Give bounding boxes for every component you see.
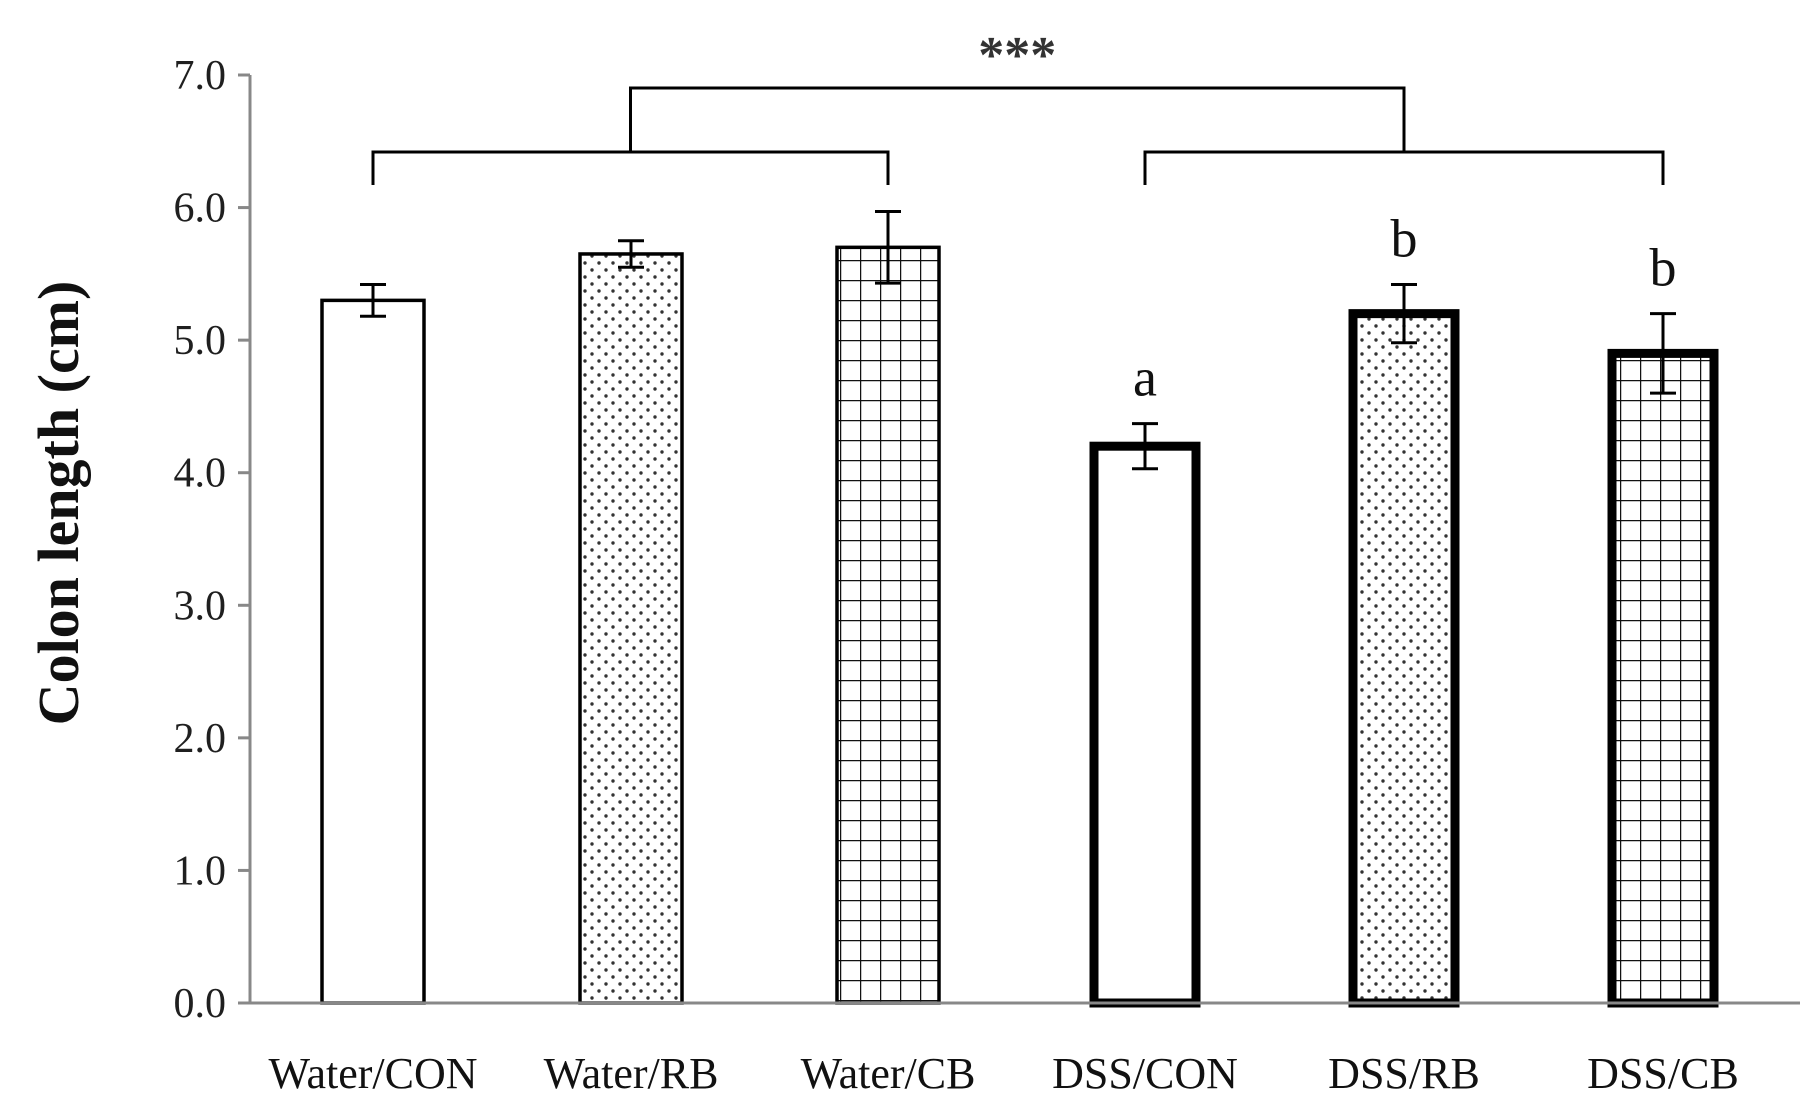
- error-bars: [360, 210, 1676, 471]
- y-tick-label: 2.0: [174, 716, 227, 762]
- top-comparison-bracket: [629, 86, 1406, 152]
- group-bracket: [371, 150, 890, 185]
- x-category-label: Water/CON: [268, 1049, 477, 1098]
- y-axis-ticks: 0.0 1.0 2.0 3.0 4.0 5.0 6.0 7.0: [174, 53, 250, 1027]
- x-category-label: DSS/CB: [1587, 1049, 1739, 1098]
- significance-letter: a: [1133, 348, 1157, 408]
- bar-water-rb: [578, 252, 684, 1005]
- bar-water-cb: [835, 245, 941, 1005]
- y-tick-label: 6.0: [174, 186, 227, 232]
- x-axis-labels: Water/CON Water/RB Water/CB DSS/CON DSS/RB DS…: [268, 1049, 1738, 1098]
- y-tick-label: 1.0: [174, 848, 227, 894]
- significance-letter: b: [1391, 208, 1418, 268]
- x-category-label: Water/RB: [544, 1049, 719, 1098]
- x-category-label: DSS/RB: [1328, 1049, 1480, 1098]
- y-tick-label: 7.0: [174, 53, 227, 99]
- bar-dss-cb: [1607, 348, 1719, 1008]
- x-category-label: DSS/CON: [1052, 1049, 1238, 1098]
- bars: [320, 245, 1719, 1008]
- bar-water-con: [320, 298, 426, 1005]
- y-axis-title: Colon length (cm): [26, 281, 91, 726]
- y-tick-label: 3.0: [174, 583, 227, 629]
- significance-letters: a b b: [1133, 208, 1676, 407]
- y-tick-label: 0.0: [174, 981, 227, 1027]
- bar-dss-con: [1089, 441, 1201, 1008]
- significance-letter: b: [1650, 238, 1677, 298]
- group-bracket: [1143, 150, 1665, 185]
- comparison-brackets: [371, 86, 1665, 185]
- x-category-label: Water/CB: [801, 1049, 976, 1098]
- y-tick-label: 4.0: [174, 451, 227, 497]
- significance-stars: ***: [978, 27, 1056, 84]
- bar-dss-rb: [1348, 309, 1460, 1008]
- y-tick-label: 5.0: [174, 318, 227, 364]
